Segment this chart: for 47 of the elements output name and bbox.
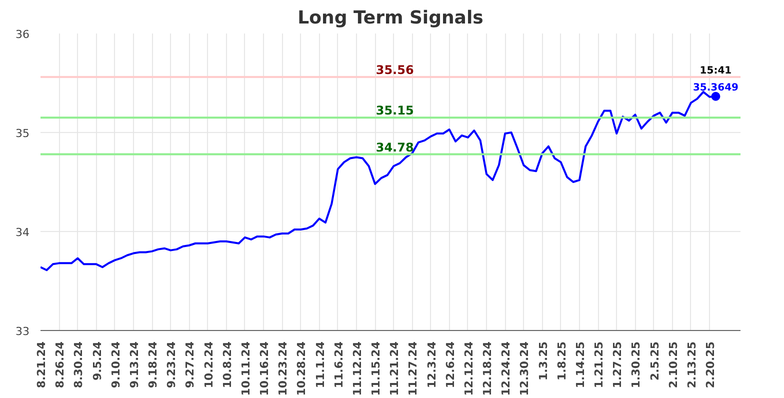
x-tick-label: 1.14.25 (574, 341, 587, 388)
x-tick-label: 10.2.24 (202, 341, 216, 388)
x-tick-label: 11.1.24 (314, 341, 327, 388)
x-tick-label: 11.21.24 (388, 341, 402, 396)
x-tick-label: 2.20.25 (704, 341, 718, 388)
x-tick-label: 8.26.24 (54, 341, 67, 388)
x-tick-label: 1.3.25 (536, 341, 550, 380)
x-tick-label: 2.10.25 (666, 341, 680, 388)
x-tick-label: 12.18.24 (481, 341, 494, 396)
x-tick-label: 9.23.24 (165, 341, 178, 388)
x-tick-label: 9.13.24 (128, 341, 141, 388)
y-tick-label: 34 (16, 226, 30, 239)
x-tick-label: 1.21.25 (592, 341, 606, 388)
x-tick-label: 9.18.24 (146, 341, 160, 388)
x-tick-label: 1.27.25 (611, 341, 624, 388)
ref-line-label: 35.56 (376, 63, 414, 78)
x-tick-label: 2.13.25 (685, 341, 698, 388)
x-tick-label: 8.21.24 (35, 341, 48, 388)
x-tick-label: 10.11.24 (239, 341, 252, 396)
chart-title: Long Term Signals (298, 8, 484, 28)
x-tick-label: 8.30.24 (72, 341, 86, 388)
x-tick-label: 1.30.25 (630, 341, 643, 388)
ref-line-label: 34.78 (376, 140, 414, 154)
x-tick-label: 12.6.24 (444, 341, 457, 388)
x-tick-label: 10.8.24 (220, 341, 234, 388)
x-tick-label: 11.12.24 (350, 341, 364, 396)
ref-line-label: 35.15 (376, 104, 414, 118)
x-tick-label: 12.24.24 (500, 341, 513, 396)
x-tick-label: 9.10.24 (109, 341, 122, 388)
x-tick-label: 12.3.24 (425, 341, 438, 388)
y-tick-label: 36 (16, 28, 30, 41)
x-tick-label: 11.6.24 (332, 341, 346, 388)
x-tick-label: 11.15.24 (370, 341, 383, 396)
x-tick-label: 11.27.24 (406, 341, 420, 396)
x-tick-label: 12.12.24 (462, 341, 476, 396)
y-tick-label: 33 (16, 325, 30, 338)
annotation: 35.3649 (692, 82, 739, 94)
x-tick-label: 9.5.24 (90, 341, 104, 380)
x-tick-label: 10.23.24 (276, 341, 290, 396)
y-tick-label: 35 (16, 127, 30, 140)
x-tick-label: 12.30.24 (518, 341, 532, 396)
x-tick-label: 2.5.25 (648, 341, 662, 380)
x-tick-label: 1.8.25 (555, 341, 568, 380)
x-tick-label: 9.27.24 (184, 341, 197, 388)
x-tick-label: 10.16.24 (258, 341, 272, 396)
x-tick-label: 10.28.24 (295, 341, 308, 396)
annotation: 15:41 (700, 65, 732, 76)
